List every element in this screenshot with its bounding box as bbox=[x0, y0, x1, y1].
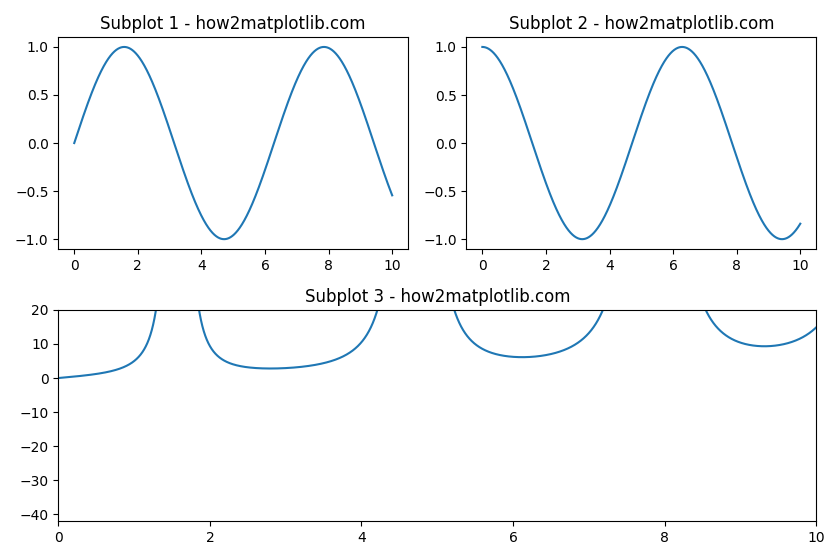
Title: Subplot 1 - how2matplotlib.com: Subplot 1 - how2matplotlib.com bbox=[101, 15, 366, 33]
Title: Subplot 2 - how2matplotlib.com: Subplot 2 - how2matplotlib.com bbox=[508, 15, 774, 33]
Title: Subplot 3 - how2matplotlib.com: Subplot 3 - how2matplotlib.com bbox=[305, 287, 570, 306]
